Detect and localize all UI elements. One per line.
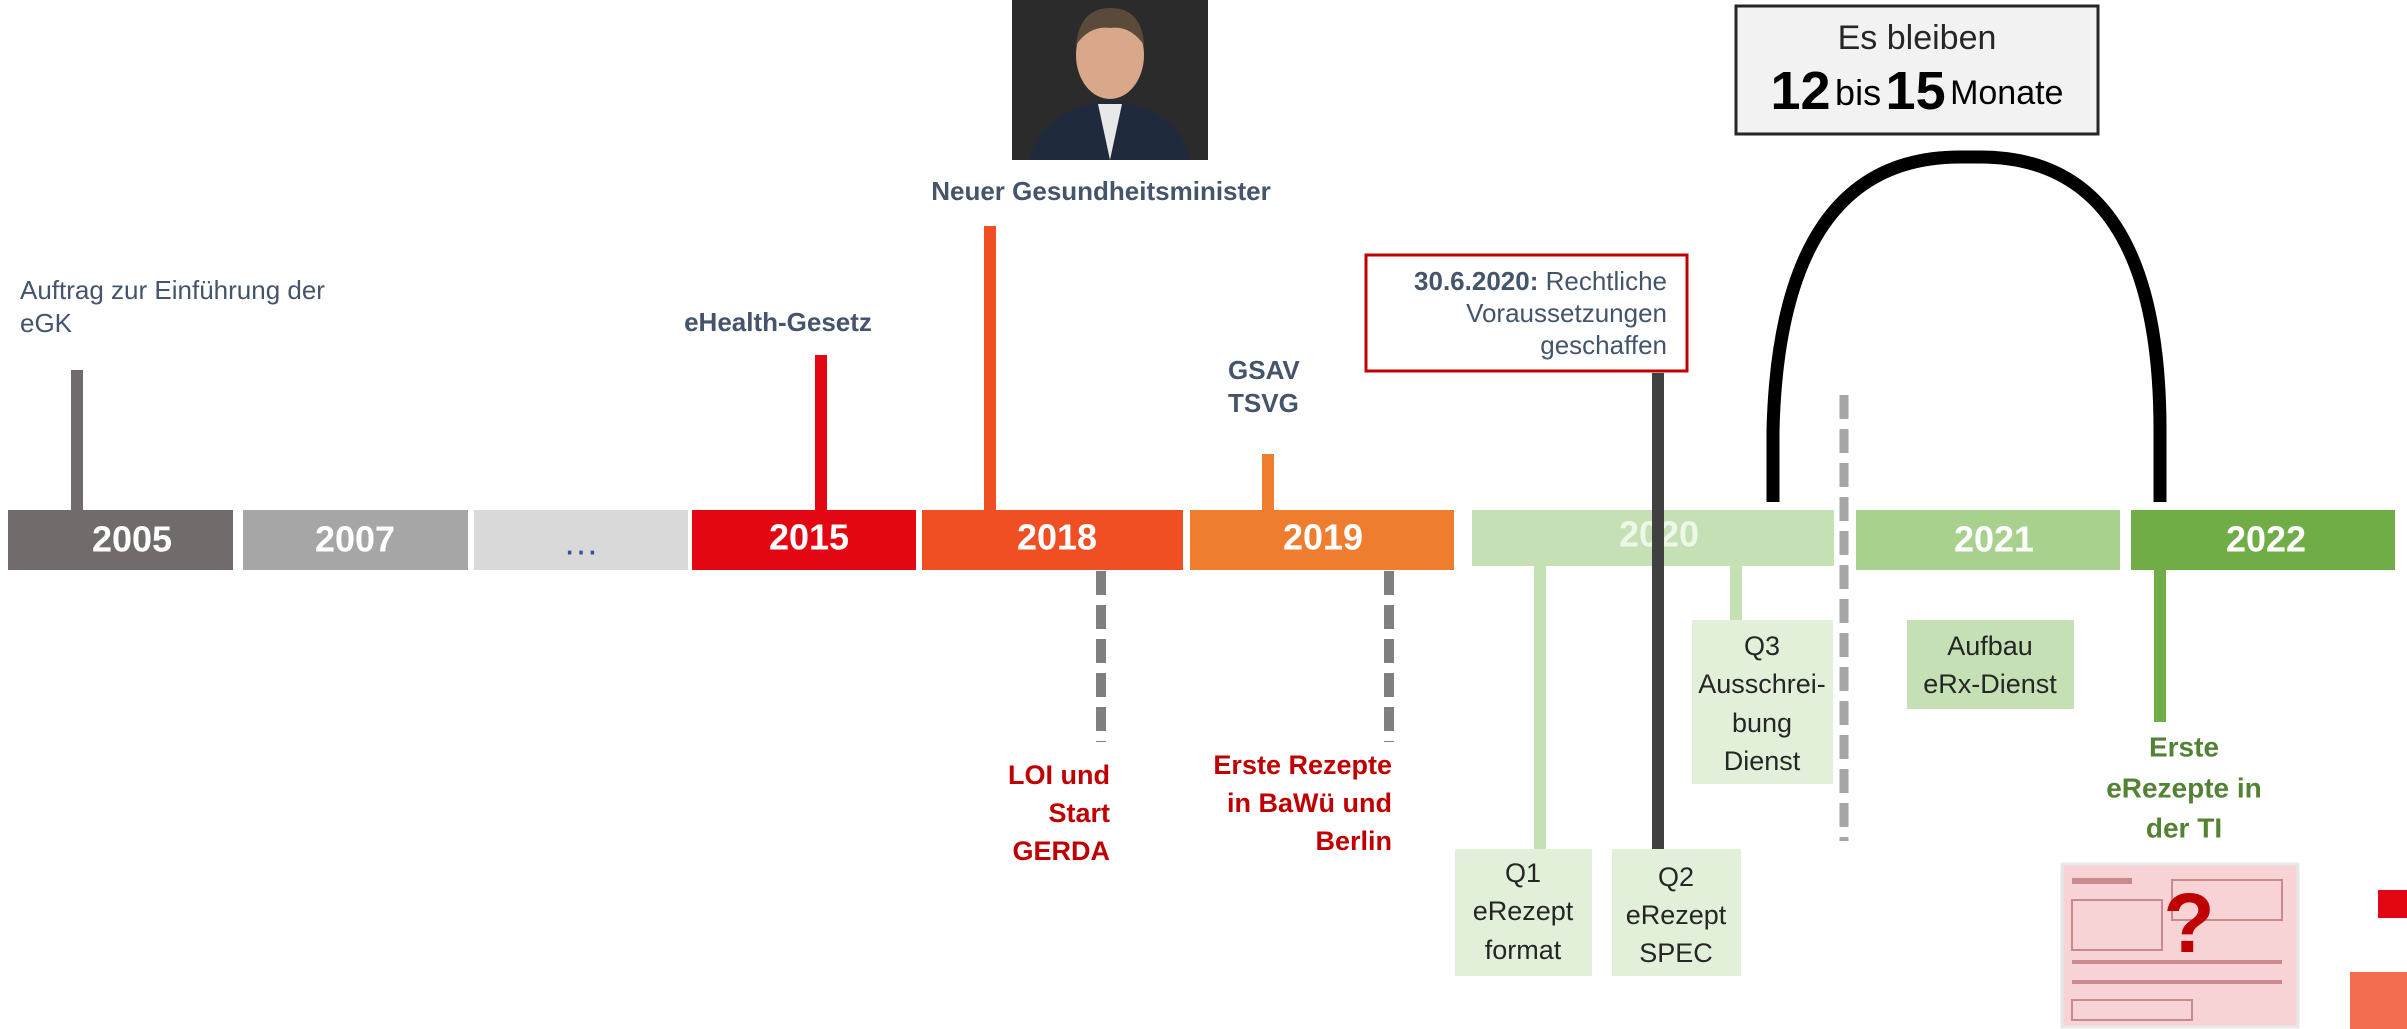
event-text: Neuer Gesundheitsminister — [931, 176, 1271, 206]
event-text: Erste — [2149, 731, 2219, 762]
year-label: 2022 — [2226, 519, 2306, 560]
event-text: 30.6.2020: Rechtliche — [1414, 266, 1667, 296]
year-label: 2005 — [92, 519, 172, 560]
box-text: Aufbau — [1947, 631, 2033, 661]
stem — [1534, 565, 1546, 849]
event-text: eGK — [20, 308, 73, 338]
box-text: eRezept — [1473, 896, 1574, 926]
box-text: eRx-Dienst — [1923, 669, 2057, 699]
box-text: Dienst — [1724, 746, 1801, 776]
box-text: Q2 — [1658, 862, 1694, 892]
year-label: … — [563, 522, 599, 563]
stem — [1652, 373, 1664, 849]
event-text: in BaWü und — [1227, 788, 1392, 818]
year-label: 2007 — [315, 519, 395, 560]
box-text: SPEC — [1639, 938, 1713, 968]
date: 30.6.2020: — [1414, 266, 1538, 296]
question-mark: ? — [2163, 876, 2214, 970]
photo — [1012, 0, 1208, 160]
year-label: 2021 — [1954, 519, 2034, 560]
event-text: Berlin — [1315, 826, 1392, 856]
year-label: 2019 — [1283, 517, 1363, 558]
arch — [1773, 157, 2160, 502]
stem — [1730, 565, 1742, 620]
number: 12 — [1771, 61, 1831, 121]
event-text: Voraussetzungen — [1466, 298, 1667, 328]
event-text: Start — [1048, 798, 1110, 828]
stem — [815, 355, 827, 510]
box-text: Ausschrei- — [1698, 669, 1826, 699]
page: 2005 2007 … 2015 2018 2019 2020 2021 202… — [0, 0, 2407, 1029]
stem — [71, 370, 83, 510]
text: bis — [1835, 72, 1881, 113]
box-text: eRezept — [1626, 900, 1727, 930]
stem — [1262, 454, 1274, 510]
event-text: TSVG — [1228, 388, 1299, 418]
box-text: format — [1485, 935, 1562, 965]
callout-text: Es bleiben — [1838, 19, 1997, 57]
number: 15 — [1886, 61, 1946, 121]
event-text: LOI und — [1008, 760, 1110, 790]
timeline-slide: 2005 2007 … 2015 2018 2019 2020 2021 202… — [0, 0, 2407, 1029]
text: Monate — [1950, 74, 2063, 112]
stem — [984, 226, 996, 510]
event-text: eRezepte in — [2106, 772, 2262, 803]
box-text: Q3 — [1744, 631, 1780, 661]
decoration — [2350, 972, 2407, 1029]
event-text: der TI — [2146, 812, 2222, 843]
box-text: bung — [1732, 708, 1792, 738]
event-text: eHealth-Gesetz — [684, 307, 872, 337]
text: Rechtliche — [1546, 266, 1667, 296]
event-text: geschaffen — [1540, 330, 1667, 360]
event-text: Auftrag zur Einführung der — [20, 275, 325, 305]
year-label: 2018 — [1017, 517, 1097, 558]
event-text: Erste Rezepte — [1213, 750, 1392, 780]
decoration — [2378, 890, 2407, 918]
event-text: GSAV — [1228, 355, 1300, 385]
event-text: GERDA — [1012, 836, 1110, 866]
year-label: 2015 — [769, 517, 849, 558]
box-text: Q1 — [1505, 858, 1541, 888]
stem — [2154, 565, 2166, 722]
